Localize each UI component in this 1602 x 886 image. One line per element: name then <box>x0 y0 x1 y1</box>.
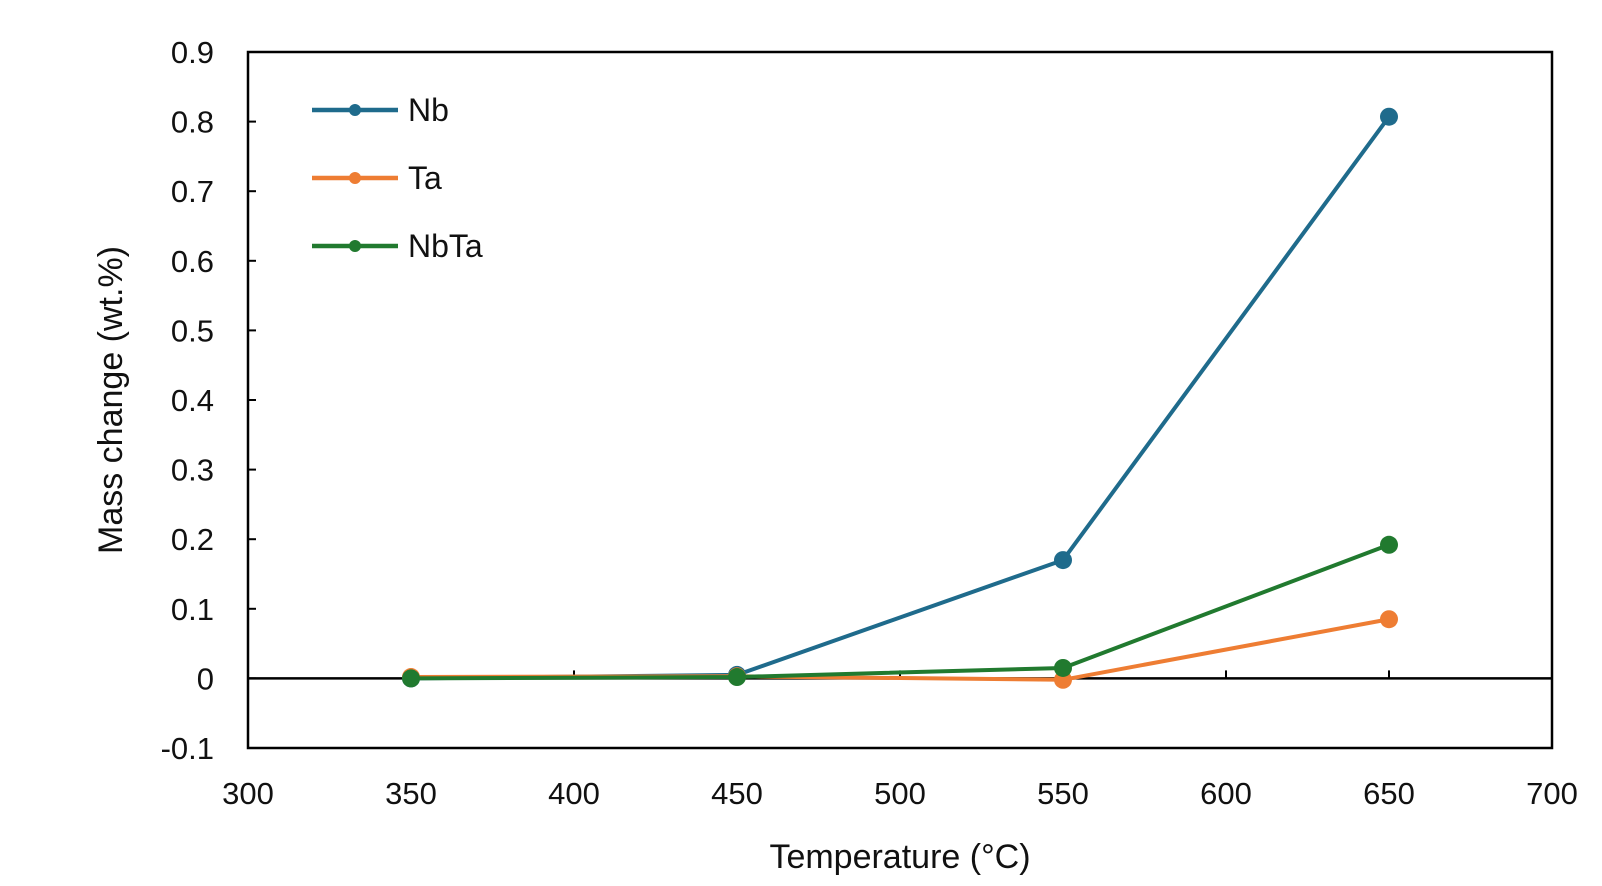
data-point-nbta <box>402 669 420 688</box>
x-axis-label: Temperature (°C) <box>769 838 1030 876</box>
y-tick-label: 0.8 <box>171 105 214 140</box>
legend-swatch-marker <box>349 240 361 252</box>
x-tick-label: 600 <box>1200 776 1252 811</box>
y-tick-label: 0.5 <box>171 313 214 348</box>
y-tick-label: -0.1 <box>161 731 214 766</box>
legend-label: NbTa <box>408 228 483 264</box>
x-tick-label: 700 <box>1526 776 1578 811</box>
data-point-nbta <box>1054 658 1072 677</box>
y-tick-label: 0.7 <box>171 174 214 209</box>
y-tick-label: 0.9 <box>171 35 214 70</box>
x-tick-label: 650 <box>1363 776 1415 811</box>
data-point-nbta <box>728 668 746 687</box>
axes-group: -0.1 0 0.1 0.2 0.3 0.4 0.5 0.6 0.7 0.8 0.9 300 350 40… <box>161 35 1578 811</box>
x-tick-label: 550 <box>1037 776 1089 811</box>
x-tick-label: 300 <box>222 776 274 811</box>
x-tick-label: 450 <box>711 776 763 811</box>
data-point-nbta <box>1380 535 1398 554</box>
legend-label: Ta <box>408 160 442 196</box>
legend-swatch-marker <box>349 172 361 184</box>
y-tick-label: 0.1 <box>171 592 214 627</box>
x-tick-label: 500 <box>874 776 926 811</box>
data-point-nb <box>1380 107 1398 126</box>
y-tick-label: 0.6 <box>171 244 214 279</box>
plot-frame <box>246 50 1554 750</box>
x-tick-label: 350 <box>385 776 437 811</box>
series-line-nb <box>410 115 1391 681</box>
data-point-nb <box>1054 551 1072 570</box>
legend-item-ta: Ta <box>312 160 442 196</box>
y-tick-label: 0 <box>197 661 214 696</box>
legend-swatch-marker <box>349 104 361 116</box>
y-tick-label: 0.4 <box>171 383 214 418</box>
legend-item-nb: Nb <box>312 92 449 128</box>
series-group <box>402 107 1398 689</box>
y-tick-label: 0.3 <box>171 453 214 488</box>
x-tick-label: 400 <box>548 776 600 811</box>
legend-label: Nb <box>408 92 449 128</box>
series-line-nbta <box>410 542 1390 681</box>
data-point-ta <box>1380 610 1398 629</box>
y-axis-label: Mass change (wt.%) <box>92 246 130 554</box>
y-tick-label: 0.2 <box>171 522 214 557</box>
legend-item-nbta: NbTa <box>312 228 483 264</box>
